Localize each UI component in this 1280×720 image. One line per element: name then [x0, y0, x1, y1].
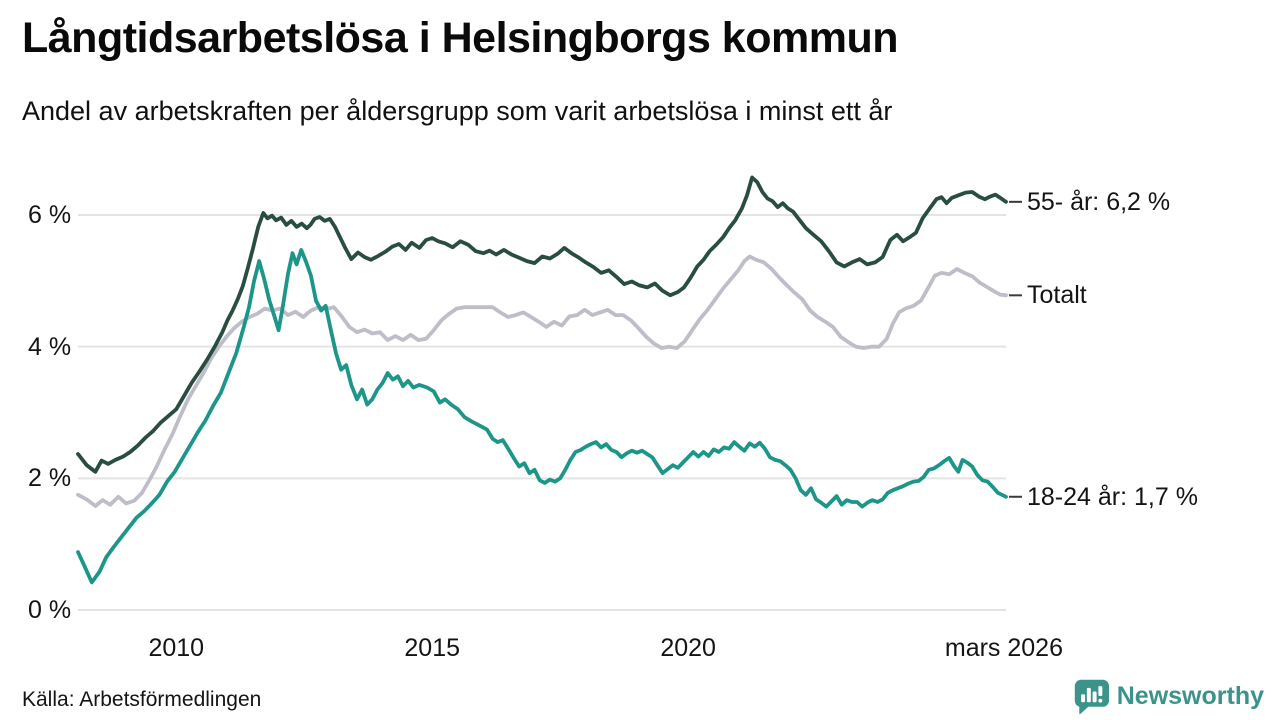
newsworthy-branding: Newsworthy [1073, 678, 1264, 715]
series-end-label-Totalt: Totalt [1027, 281, 1087, 310]
x-axis-tick-label: 2015 [404, 634, 461, 662]
x-axis-tick-label: 2020 [660, 634, 716, 662]
page-title: Långtidsarbetslösa i Helsingborgs kommun [22, 14, 899, 62]
x-axis-tick-label: mars 2026 [944, 634, 1063, 662]
chart-subtitle: Andel av arbetskraften per åldersgrupp s… [22, 96, 893, 126]
y-axis-tick-label: 6 % [28, 201, 72, 229]
source-credit: Källa: Arbetsförmedlingen [22, 688, 262, 711]
brand-name: Newsworthy [1116, 681, 1264, 710]
x-axis-tick-label: 2010 [148, 634, 205, 662]
series-line-Totalt [76, 254, 1008, 508]
bar-chart-speech-bubble-icon [1073, 678, 1109, 715]
y-axis-tick-label: 0 % [28, 596, 72, 624]
series-line-18-24-r [76, 247, 1008, 585]
y-axis-tick-label: 2 % [28, 464, 72, 493]
series-end-label-55-r: 55- år: 6,2 % [1027, 187, 1171, 216]
series-end-label-18-24-r: 18-24 år: 1,7 % [1027, 482, 1198, 511]
y-axis-tick-label: 4 % [28, 332, 72, 361]
series-line-55-r [76, 175, 1008, 474]
